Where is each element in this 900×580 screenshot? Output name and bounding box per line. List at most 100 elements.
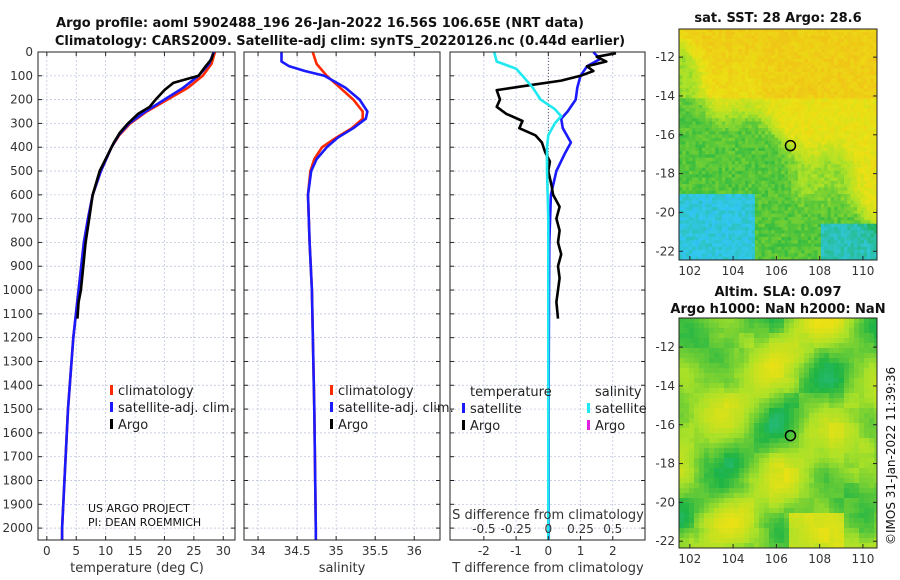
map-cell [824,243,828,248]
map-cell [748,55,752,59]
map-cell [712,250,716,254]
map-cell [754,194,759,198]
map-cell [721,170,726,175]
map-cell [857,141,861,145]
map-cell [731,157,736,162]
map-cell [787,35,792,40]
map-cell [728,68,733,73]
map-cell [864,353,870,359]
map-cell [817,101,822,106]
map-cell [692,128,696,132]
map-cell [811,180,815,185]
map-cell [859,328,865,334]
map-cell [729,348,735,354]
map-cell [839,333,845,339]
map-cell [715,230,719,234]
map-cell [850,128,855,132]
map-cell [787,203,792,208]
map-cell [738,71,742,76]
map-cell [787,187,792,191]
map-cell [748,62,752,66]
map-cell [751,240,756,244]
map-cell [864,338,870,344]
map-cell [702,52,706,56]
map-cell [847,48,851,53]
map-cell [870,177,874,182]
y-tick-label: 600 [10,188,33,202]
map-cell [834,213,838,218]
map-cell [781,85,785,89]
map-cell [849,358,855,364]
map-cell [702,141,706,145]
map-cell [774,58,779,63]
map-cell [787,194,792,198]
map-cell [840,45,845,50]
map-cell [745,134,749,139]
map-cell [745,118,749,122]
map-cell [682,180,686,185]
map-cell [804,194,808,198]
map-cell [712,91,716,96]
map-cell [764,108,769,112]
map-cell [761,98,766,102]
x-tick-label: 0 [43,544,51,558]
map-cell [820,164,825,168]
map-cell [771,118,775,122]
map-cell [754,236,759,241]
map-cell [688,223,693,228]
map-cell [807,227,812,231]
map-cell [698,246,703,251]
map-cell [811,114,815,119]
map-cell [721,187,726,191]
map-cell [781,111,785,116]
map-cell [712,98,716,102]
map-cell [725,187,729,191]
map-cell [728,197,733,201]
map-cell [708,151,713,155]
map-cell [814,223,818,228]
map-cell [754,151,759,155]
map-cell [774,197,779,201]
map-cell [725,38,729,43]
map-cell [834,246,838,251]
map-cell [834,131,838,135]
map-cell [837,256,841,260]
map-cell [725,128,729,132]
map-cell [829,323,835,329]
legend-label-t-argo: Argo [470,419,500,434]
map-cell [830,236,835,241]
map-cell [764,217,769,221]
map-cell [791,246,795,251]
map-cell [799,333,805,339]
map-cell [712,147,716,152]
map-cell [688,203,693,208]
map-cell [867,48,871,53]
map-cell [774,52,779,56]
map-cell [863,58,868,63]
map-cell [824,95,828,99]
map-cell [804,184,808,188]
map-cell [705,98,709,102]
map-cell [781,170,785,175]
map-cell [771,184,775,188]
map-cell [708,121,713,125]
map-cell [684,343,690,349]
map-cell [827,246,832,251]
map-cell [824,328,830,334]
map-cell [748,128,752,132]
map-cell [679,111,683,116]
map-cell [870,32,874,36]
map-cell [778,91,782,96]
map-cell [801,141,805,145]
map-cell [811,101,815,106]
map-cell [797,170,802,175]
map-cell [824,174,828,178]
map-cell [738,48,742,53]
map-cell [784,220,789,224]
x-tick-label: 2 [609,544,617,558]
map-cell [721,151,726,155]
map-cell [850,250,855,254]
map-cell [758,81,762,86]
x-tick-label: 35 [329,544,344,558]
map-cell [870,154,874,158]
